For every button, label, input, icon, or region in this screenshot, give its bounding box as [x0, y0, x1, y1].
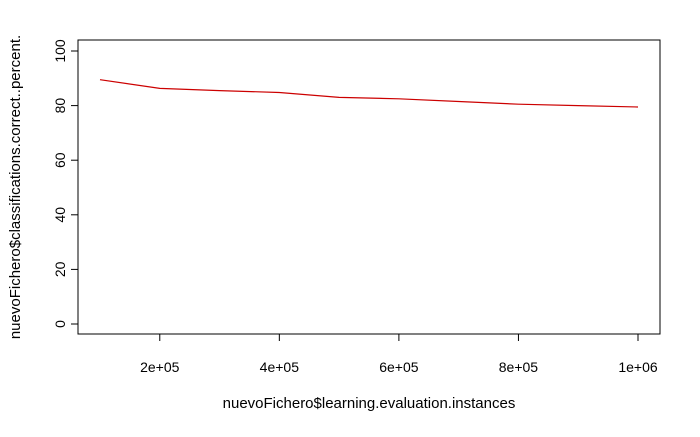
y-tick-label: 0 — [52, 320, 68, 328]
x-axis: 2e+05 4e+05 6e+05 8e+05 1e+06 — [140, 333, 658, 375]
y-tick-label: 20 — [52, 261, 68, 277]
series-layer — [99, 79, 639, 108]
y-tick-label: 100 — [52, 39, 68, 63]
y-axis: 0 20 40 60 80 100 — [52, 39, 79, 328]
y-tick-label: 40 — [52, 207, 68, 223]
x-tick-label: 1e+06 — [618, 359, 658, 375]
x-tick-label: 8e+05 — [499, 359, 539, 375]
y-tick-label: 60 — [52, 152, 68, 168]
y-axis-label: nuevoFichero$classifications.correct..pe… — [7, 35, 24, 339]
plot-frame — [77, 39, 661, 335]
series-line — [99, 79, 639, 108]
y-tick-label: 80 — [52, 98, 68, 114]
x-tick-label: 4e+05 — [260, 359, 300, 375]
x-tick-label: 2e+05 — [140, 359, 180, 375]
x-axis-label: nuevoFichero$learning.evaluation.instanc… — [223, 395, 516, 412]
x-tick-label: 6e+05 — [379, 359, 419, 375]
